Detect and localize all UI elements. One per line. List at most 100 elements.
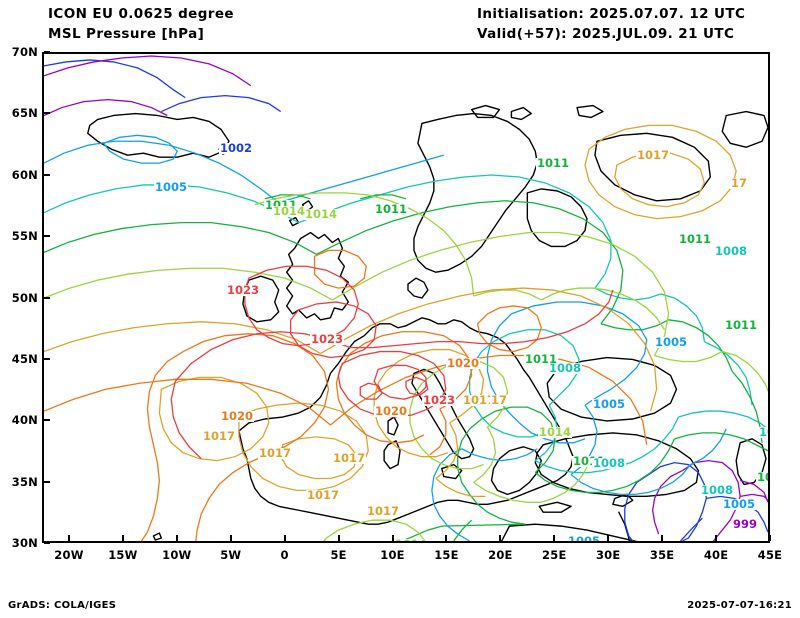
lat-tick-mark bbox=[44, 296, 50, 299]
contour-value-label: 1011 bbox=[524, 352, 559, 366]
lat-tick-mark bbox=[44, 173, 50, 176]
lon-tick-label: 40E bbox=[703, 548, 729, 562]
contour-value-label: 1011 bbox=[756, 471, 768, 483]
contour-value-label: 17 bbox=[490, 393, 509, 407]
contour-value-label: 1008 bbox=[700, 483, 735, 497]
contour-1017 bbox=[44, 124, 737, 541]
lon-tick-label: 20W bbox=[54, 548, 84, 562]
contour-value-label: 1017 bbox=[636, 148, 671, 162]
contour-canvas bbox=[44, 55, 768, 541]
contour-1011 bbox=[44, 194, 768, 541]
contour-value-label: 1023 bbox=[226, 283, 261, 297]
contour-value-label: 1014 bbox=[538, 425, 573, 439]
lat-tick-mark bbox=[44, 235, 50, 238]
lon-tick-mark bbox=[391, 535, 394, 541]
contour-value-label: 1023 bbox=[310, 332, 345, 346]
contour-value-label: 1002 bbox=[219, 141, 254, 155]
contour-value-label: 1023 bbox=[422, 393, 457, 407]
lon-tick-mark bbox=[337, 535, 340, 541]
contour-value-label: 1011 bbox=[678, 232, 713, 246]
contour-value-label: 1005 bbox=[654, 335, 689, 349]
lat-tick-mark bbox=[44, 357, 50, 360]
lon-tick-mark bbox=[67, 535, 70, 541]
model-title: ICON EU 0.0625 degree bbox=[48, 6, 234, 22]
lon-tick-mark bbox=[121, 535, 124, 541]
lon-tick-label: 20E bbox=[488, 548, 513, 562]
lon-tick-label: 5W bbox=[220, 548, 242, 562]
coastline-layer bbox=[87, 104, 768, 541]
contour-value-label: 1008 bbox=[548, 361, 583, 375]
lon-tick-mark bbox=[499, 535, 502, 541]
lon-tick-label: 45E bbox=[757, 548, 783, 562]
contour-value-label: 1020 bbox=[374, 404, 409, 418]
contour-value-label: 1017 bbox=[258, 446, 293, 460]
contour-value-label: 1011 bbox=[264, 198, 299, 212]
contour-value-label: 1020 bbox=[220, 409, 255, 423]
contour-value-label: 1014 bbox=[394, 538, 429, 541]
lon-tick-label: 35E bbox=[649, 548, 675, 562]
contour-value-label: 1005 bbox=[567, 535, 602, 541]
lon-tick-mark bbox=[229, 535, 232, 541]
lat-tick-label: 40N bbox=[11, 413, 38, 428]
contour-value-label: 1008 bbox=[714, 244, 749, 258]
contour-value-label: 1020 bbox=[446, 356, 481, 370]
contour-value-label: 999 bbox=[732, 517, 759, 531]
valid-time-label: Valid(+57): 2025.JUL.09. 21 UTC bbox=[477, 26, 735, 42]
contour-value-label: 1017 bbox=[202, 429, 237, 443]
contour-value-label: 1017 bbox=[462, 393, 497, 407]
lon-tick-mark bbox=[283, 535, 286, 541]
lon-tick-label: 0 bbox=[280, 548, 289, 562]
footer-timestamp: 2025-07-07-16:21 bbox=[687, 600, 792, 611]
footer-credit: GrADS: COLA/IGES bbox=[8, 600, 117, 611]
lat-tick-mark bbox=[44, 112, 50, 115]
contour-value-label: 1008 bbox=[592, 456, 627, 470]
lat-tick-mark bbox=[44, 419, 50, 422]
lon-tick-label: 15E bbox=[434, 548, 459, 562]
lat-tick-label: 50N bbox=[11, 290, 38, 305]
lat-tick-label: 65N bbox=[11, 106, 38, 121]
lat-tick-label: 30N bbox=[11, 536, 38, 550]
lat-tick-label: 35N bbox=[11, 474, 38, 489]
field-title: MSL Pressure [hPa] bbox=[48, 26, 205, 42]
lon-tick-mark bbox=[607, 535, 610, 541]
lat-tick-label: 45N bbox=[11, 351, 38, 366]
contour-value-label: 1005 bbox=[722, 497, 757, 511]
lat-tick-label: 55N bbox=[11, 229, 38, 244]
lon-tick-mark bbox=[715, 535, 718, 541]
lon-tick-label: 10W bbox=[162, 548, 192, 562]
lon-tick-label: 5E bbox=[330, 548, 347, 562]
lon-tick-mark bbox=[553, 535, 556, 541]
lon-tick-label: 10E bbox=[380, 548, 405, 562]
contour-value-label: 1017 bbox=[332, 451, 367, 465]
initialisation-label: Initialisation: 2025.07.07. 12 UTC bbox=[477, 6, 746, 22]
contour-value-label: 1011 bbox=[572, 454, 607, 468]
lon-tick-label: 15W bbox=[108, 548, 138, 562]
contour-value-label: 1011 bbox=[374, 202, 409, 216]
lat-tick-mark bbox=[44, 51, 50, 53]
lon-tick-mark bbox=[769, 535, 771, 541]
contour-value-label: 1017 bbox=[366, 504, 401, 518]
contour-1002 bbox=[44, 59, 768, 541]
contour-value-label: 1005 bbox=[592, 397, 627, 411]
contour-value-label: 1014 bbox=[272, 204, 307, 218]
lon-tick-label: 30E bbox=[595, 548, 621, 562]
contour-value-label: 1005 bbox=[154, 180, 189, 194]
lon-tick-mark bbox=[445, 535, 448, 541]
contour-value-label: 1011 bbox=[724, 318, 759, 332]
contour-1020 bbox=[44, 249, 648, 541]
lon-tick-mark bbox=[661, 535, 664, 541]
lat-tick-label: 60N bbox=[11, 167, 38, 182]
contour-value-label: 1017 bbox=[306, 488, 341, 502]
lon-tick-mark bbox=[175, 535, 178, 541]
lon-tick-label: 25E bbox=[542, 548, 567, 562]
contour-top-purple bbox=[44, 55, 768, 503]
pressure-contour-map: 1002 1005 1011 1014 1023 1023 1020 1023 1020 1017… bbox=[42, 52, 770, 543]
lat-tick-mark bbox=[44, 542, 50, 544]
contour-1005 bbox=[44, 134, 727, 541]
lat-tick-label: 70N bbox=[11, 45, 38, 59]
contour-value-label: 17 bbox=[730, 176, 749, 190]
contour-value-label: 1011 bbox=[536, 156, 571, 170]
contour-value-label: 1014 bbox=[304, 207, 339, 221]
lat-tick-mark bbox=[44, 480, 50, 483]
contour-value-label: 1008 bbox=[758, 426, 768, 438]
